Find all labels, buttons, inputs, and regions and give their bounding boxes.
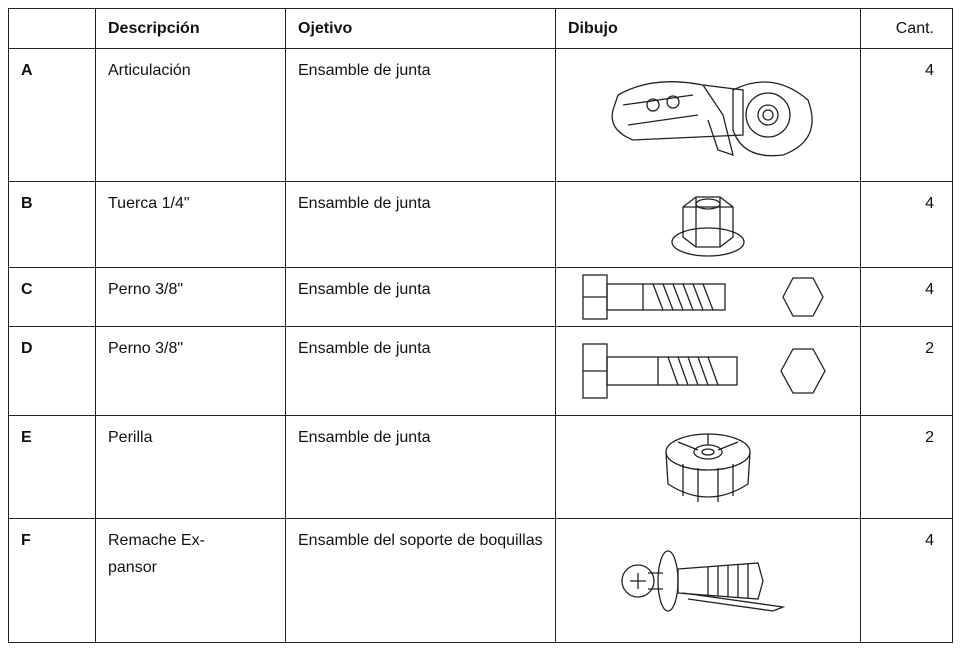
drawing — [555, 326, 861, 416]
header-row: Descripción Ojetivo Dibujo Cant. — [8, 8, 953, 49]
knob-drawing — [665, 433, 751, 502]
objective: Ensamble de junta — [285, 326, 556, 416]
drawing — [555, 48, 861, 182]
row: E Perilla Ensamble de junta 2 — [8, 415, 953, 519]
description: Perilla — [95, 415, 286, 519]
id: F — [8, 518, 96, 643]
bolt-drawing — [582, 342, 826, 399]
bolt-drawing — [582, 273, 824, 320]
id: E — [8, 415, 96, 519]
parts-table: Descripción Ojetivo Dibujo Cant. A Artic… — [8, 8, 953, 643]
qty: 4 — [860, 48, 953, 182]
header-cell — [8, 8, 96, 49]
drawing — [555, 267, 861, 327]
qty: 2 — [860, 415, 953, 519]
objective: Ensamble de junta — [285, 267, 556, 327]
objective: Ensamble de junta — [285, 415, 556, 519]
row: B Tuerca 1/4" Ensamble de junta 4 — [8, 181, 953, 268]
drawing — [555, 181, 861, 268]
objective: Ensamble de junta — [285, 181, 556, 268]
qty: 4 — [860, 181, 953, 268]
header-cell: Descripción — [95, 8, 286, 49]
objective: Ensamble de junta — [285, 48, 556, 182]
id: C — [8, 267, 96, 327]
qty: 4 — [860, 267, 953, 327]
description: Tuerca 1/4" — [95, 181, 286, 268]
drawing — [555, 415, 861, 519]
description: Articulación — [95, 48, 286, 182]
joint-drawing — [611, 81, 813, 157]
qty: 2 — [860, 326, 953, 416]
header-cell: Ojetivo — [285, 8, 556, 49]
row: A Articulación Ensamble de junta 4 — [8, 48, 953, 182]
header-cell: Cant. — [860, 8, 953, 49]
qty: 4 — [860, 518, 953, 643]
description: Perno 3/8" — [95, 267, 286, 327]
drawing — [555, 518, 861, 643]
row: C Perno 3/8" Ensamble de junta 4 — [8, 267, 953, 327]
id: B — [8, 181, 96, 268]
objective: Ensamble del soporte de boquillas — [285, 518, 556, 643]
row: F Remache Ex- pansor Ensamble del soport… — [8, 518, 953, 643]
nut-drawing — [671, 196, 745, 257]
header-cell: Dibujo — [555, 8, 861, 49]
description: Perno 3/8" — [95, 326, 286, 416]
description: Remache Ex- pansor — [95, 518, 286, 643]
rivet-drawing — [621, 549, 786, 612]
id: D — [8, 326, 96, 416]
id: A — [8, 48, 96, 182]
row: D Perno 3/8" Ensamble de junta 2 — [8, 326, 953, 416]
